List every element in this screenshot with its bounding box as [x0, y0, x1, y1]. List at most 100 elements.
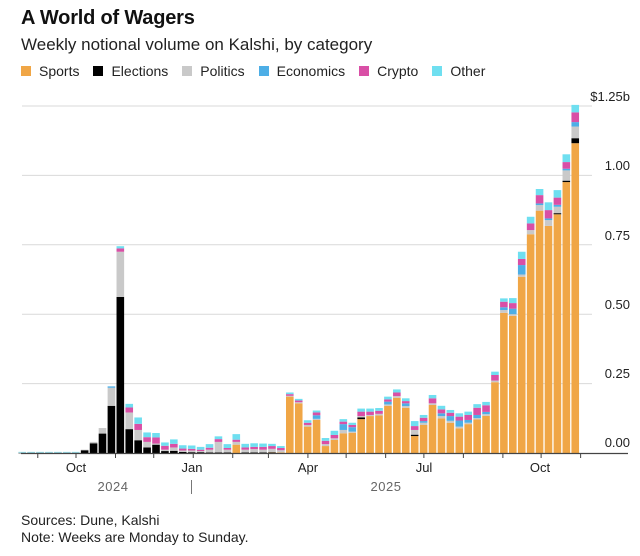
bar-segment-sports	[544, 225, 553, 453]
bar-segment-sports	[321, 446, 330, 453]
bar-segment-economics	[455, 420, 464, 427]
bar-segment-crypto	[500, 301, 508, 308]
bar-segment-crypto	[125, 407, 134, 413]
bar-segment-politics	[509, 314, 517, 316]
bar-segment-sports	[509, 315, 517, 453]
bar-segment-politics	[277, 450, 285, 453]
bar-segment-crypto	[223, 448, 232, 450]
bar-segment-elections	[268, 452, 276, 453]
legend-swatch	[93, 66, 104, 76]
bar-segment-politics	[107, 387, 116, 406]
bar-segment-sports	[437, 418, 446, 453]
bar-segment-other	[36, 451, 44, 453]
chart-title: A World of Wagers	[21, 7, 195, 29]
bar-segment-other	[482, 401, 490, 406]
bar-segment-politics	[45, 452, 53, 454]
bar-segment-crypto	[384, 399, 392, 402]
y-tick-label: 0.50	[604, 297, 630, 312]
x-tick-label: Jan	[181, 460, 203, 475]
y-tick-label: $1.25b	[590, 89, 630, 104]
legend-item-sports: Sports	[21, 63, 79, 79]
y-tick-label: 1.00	[604, 158, 630, 173]
bar-segment-crypto	[250, 446, 258, 450]
bar-segment-politics	[89, 441, 98, 444]
bar-segment-politics	[544, 220, 553, 226]
bar-segment-elections	[562, 180, 571, 183]
bar-segment-economics	[401, 403, 410, 407]
bar-segment-politics	[330, 438, 339, 440]
bar-segment-sports	[393, 397, 401, 453]
bar-segment-sports	[330, 439, 339, 453]
sources-note: Sources: Dune, Kalshi	[21, 512, 160, 528]
bar-segment-other	[196, 446, 205, 450]
bar-segment-politics	[357, 416, 365, 418]
legend-item-economics: Economics	[258, 63, 345, 79]
bar-segment-sports	[553, 214, 562, 453]
bar-segment-elections	[241, 452, 250, 454]
bar-segment-politics	[321, 444, 330, 447]
bar-segment-crypto	[187, 448, 196, 451]
bar-segment-elections	[259, 452, 267, 454]
bar-segment-other	[544, 202, 553, 211]
bar-segment-politics	[205, 449, 214, 453]
x-tick-label: Oct	[65, 460, 87, 475]
bar-segment-sports	[419, 424, 428, 453]
y-tick-label: 0.25	[604, 366, 630, 381]
bar-segment-politics	[187, 450, 196, 453]
bar-segment-crypto	[205, 447, 214, 450]
bar-segment-politics	[286, 395, 294, 397]
bar-segment-politics	[214, 441, 223, 453]
legend-swatch	[182, 66, 193, 76]
bar-segment-economics	[482, 411, 490, 415]
bar-segment-other	[214, 436, 223, 440]
bar-segment-sports	[491, 382, 499, 453]
bar-segment-elections	[107, 405, 116, 453]
bar-segment-politics	[294, 402, 303, 404]
bar-segment-economics	[107, 386, 116, 388]
bar-segment-politics	[571, 126, 580, 139]
legend-label: Elections	[111, 63, 169, 79]
bar-segment-politics	[143, 441, 151, 448]
bar-segment-economics	[348, 427, 357, 432]
bar-segment-politics	[312, 418, 321, 420]
bar-segment-sports	[303, 426, 312, 453]
bar-segment-politics	[27, 452, 35, 454]
bar-segment-other	[384, 396, 392, 400]
bar-segment-elections	[214, 452, 223, 454]
y-tick-label: 0.00	[604, 435, 630, 450]
bar-segment-crypto	[312, 412, 321, 416]
bar-segment-crypto	[303, 422, 312, 425]
bar-segment-other	[241, 443, 250, 448]
bar-segment-politics	[526, 230, 535, 235]
bar-segment-politics	[446, 420, 455, 423]
bar-segment-politics	[268, 448, 276, 453]
bar-segment-politics	[553, 206, 562, 214]
bar-segment-sports	[294, 403, 303, 453]
bar-segment-crypto	[375, 410, 383, 414]
bar-segment-elections	[571, 138, 580, 144]
bar-segment-other	[562, 154, 571, 163]
bar-segment-elections	[196, 452, 205, 453]
bar-segment-politics	[250, 449, 258, 453]
bar-segment-economics	[419, 421, 428, 423]
bar-segment-elections	[80, 450, 89, 453]
bar-segment-economics	[464, 419, 473, 423]
bar-segment-economics	[446, 416, 455, 421]
bar-segment-crypto	[419, 417, 428, 422]
bar-segment-crypto	[277, 448, 285, 451]
bar-segment-other	[491, 371, 499, 375]
bar-segment-crypto	[553, 197, 562, 205]
bar-segment-sports	[277, 452, 285, 454]
bar-segment-crypto	[232, 439, 241, 442]
bar-segment-sports	[473, 419, 481, 453]
bar-segment-economics	[553, 204, 562, 207]
bar-segment-politics	[80, 449, 89, 451]
bar-segment-sports	[455, 428, 464, 453]
bar-segment-economics	[384, 401, 392, 405]
x-tick-label: Oct	[529, 460, 551, 475]
bar-segment-crypto	[526, 223, 535, 231]
bar-segment-elections	[553, 213, 562, 215]
bar-segment-crypto	[473, 407, 481, 415]
bar-segment-crypto	[196, 449, 205, 452]
